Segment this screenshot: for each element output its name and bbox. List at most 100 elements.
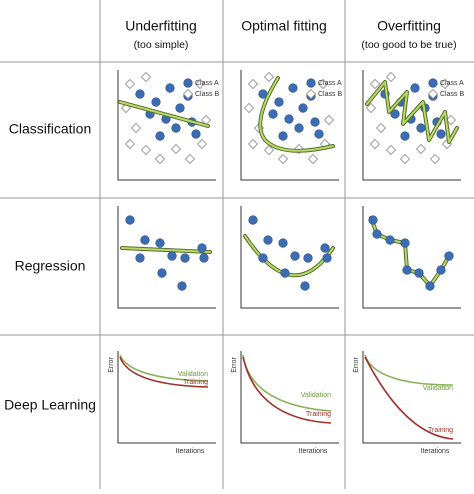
point (314, 129, 324, 139)
point-diamond (170, 143, 182, 155)
training-curve (242, 356, 332, 424)
axes (240, 351, 339, 444)
point-diamond (182, 88, 194, 100)
validation-label: Validation (301, 392, 331, 399)
validation-curve (119, 354, 209, 382)
row-label: Deep Learning (4, 397, 96, 413)
point-diamond (140, 144, 152, 156)
point-diamond (140, 71, 152, 83)
legend-label: Class B (195, 91, 219, 98)
point (444, 251, 454, 261)
axes (362, 206, 461, 309)
point-diamond (307, 153, 319, 165)
point-diamond (247, 78, 259, 90)
point (155, 238, 165, 248)
x-axis-label: Iterations (176, 448, 205, 455)
point-diamond (365, 102, 377, 114)
point-diamond (263, 71, 275, 83)
point (248, 215, 258, 225)
row-label: Regression (15, 258, 86, 274)
point-diamond (124, 138, 136, 150)
point-diamond (323, 114, 335, 126)
point (400, 131, 410, 141)
point-diamond (415, 143, 427, 155)
point-diamond (445, 114, 457, 126)
point (288, 83, 298, 93)
fit-line (121, 247, 211, 253)
point-diamond (154, 153, 166, 165)
point (320, 243, 330, 253)
fit-line (119, 101, 209, 127)
point (298, 103, 308, 113)
point (167, 251, 177, 261)
point (268, 109, 278, 119)
point (135, 253, 145, 263)
point-diamond (277, 153, 289, 165)
point (436, 265, 446, 275)
axes (362, 70, 461, 181)
point-diamond (399, 153, 411, 165)
axes (117, 206, 216, 309)
point (155, 131, 165, 141)
point (274, 97, 284, 107)
y-axis-label: Error (353, 357, 360, 373)
point-diamond (130, 122, 142, 134)
point (177, 281, 187, 291)
point-diamond (196, 138, 208, 150)
point (400, 238, 410, 248)
point (263, 235, 273, 245)
point (183, 78, 193, 88)
legend-label: Class B (440, 91, 464, 98)
x-axis-label: Iterations (299, 448, 328, 455)
column-title: Underfitting (125, 18, 197, 34)
validation-label: Validation (178, 371, 208, 378)
point-diamond (385, 144, 397, 156)
y-axis-label: Error (108, 357, 115, 373)
point-diamond (375, 122, 387, 134)
point (171, 123, 181, 133)
point (284, 114, 294, 124)
point (140, 235, 150, 245)
row-label: Classification (9, 121, 91, 137)
fit-line (259, 77, 334, 152)
column-title: Overfitting (377, 18, 441, 34)
point (425, 281, 435, 291)
point-diamond (263, 144, 275, 156)
point-diamond (385, 71, 397, 83)
axes (117, 70, 216, 181)
point (151, 97, 161, 107)
point (290, 251, 300, 261)
legend-label: Class A (440, 80, 464, 87)
legend-label: Class A (195, 80, 219, 87)
point (157, 268, 167, 278)
point-diamond (427, 88, 439, 100)
point (372, 229, 382, 239)
point (278, 238, 288, 248)
point (390, 109, 400, 119)
point (197, 243, 207, 253)
fit-line (366, 81, 458, 143)
point-diamond (317, 78, 329, 90)
axes (240, 206, 339, 309)
y-axis-label: Error (231, 357, 238, 373)
point-diamond (429, 153, 441, 165)
point (368, 215, 378, 225)
point-diamond (124, 78, 136, 90)
point (414, 268, 424, 278)
point (280, 268, 290, 278)
point (300, 281, 310, 291)
point (402, 265, 412, 275)
point (135, 89, 145, 99)
axes (362, 351, 461, 444)
fit-line (370, 217, 450, 287)
point (278, 131, 288, 141)
point-diamond (184, 153, 196, 165)
point-diamond (194, 78, 206, 90)
point (180, 253, 190, 263)
axes (117, 351, 216, 444)
training-label: Training (183, 379, 208, 386)
legend-label: Class A (318, 80, 342, 87)
point-diamond (243, 102, 255, 114)
point (436, 129, 446, 139)
